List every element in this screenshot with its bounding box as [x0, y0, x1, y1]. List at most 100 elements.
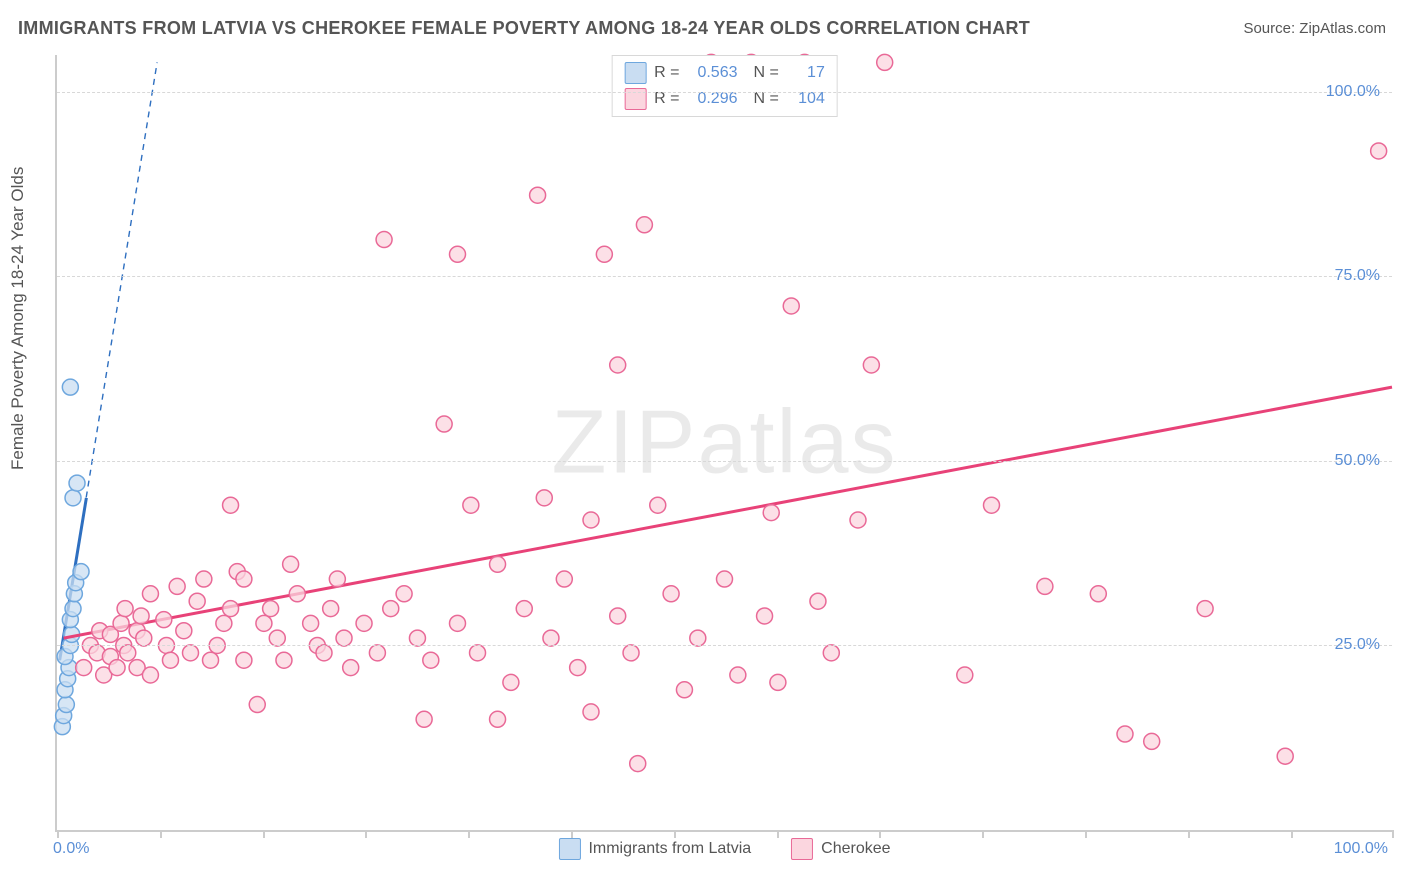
data-point [757, 608, 773, 624]
data-point [343, 660, 359, 676]
x-tick [263, 830, 265, 838]
data-point [176, 623, 192, 639]
data-point [610, 608, 626, 624]
plot-area: ZIPatlas R =0.563N =17R =0.296N =104 0.0… [55, 55, 1392, 832]
legend-correlation: R =0.563N =17R =0.296N =104 [611, 55, 838, 117]
data-point [62, 379, 78, 395]
data-point [223, 601, 239, 617]
data-point [1090, 586, 1106, 602]
y-axis-label: Female Poverty Among 18-24 Year Olds [8, 167, 28, 470]
data-point [650, 497, 666, 513]
data-point [196, 571, 212, 587]
x-axis-min-label: 0.0% [53, 840, 89, 858]
legend-label: Immigrants from Latvia [588, 840, 751, 858]
data-point [783, 298, 799, 314]
data-point [142, 586, 158, 602]
data-point [336, 630, 352, 646]
legend-r-value: 0.563 [688, 64, 738, 82]
data-point [303, 615, 319, 631]
data-point [156, 612, 172, 628]
data-point [763, 505, 779, 521]
x-tick [468, 830, 470, 838]
data-point [183, 645, 199, 661]
data-point [610, 357, 626, 373]
data-point [169, 578, 185, 594]
data-point [323, 601, 339, 617]
y-tick-label: 25.0% [1335, 636, 1380, 654]
data-point [850, 512, 866, 528]
legend-swatch [558, 838, 580, 860]
data-point [1277, 748, 1293, 764]
legend-item: Immigrants from Latvia [558, 838, 751, 860]
data-point [376, 232, 392, 248]
data-point [730, 667, 746, 683]
data-point [162, 652, 178, 668]
x-tick [674, 830, 676, 838]
data-point [409, 630, 425, 646]
data-point [136, 630, 152, 646]
chart-svg [57, 55, 1392, 830]
data-point [249, 697, 265, 713]
x-tick [1392, 830, 1394, 838]
data-point [1144, 733, 1160, 749]
data-point [690, 630, 706, 646]
data-point [623, 645, 639, 661]
data-point [133, 608, 149, 624]
data-point [283, 556, 299, 572]
legend-label: Cherokee [821, 840, 890, 858]
y-tick-label: 100.0% [1326, 83, 1380, 101]
data-point [436, 416, 452, 432]
data-point [543, 630, 559, 646]
gridline [57, 645, 1392, 646]
data-point [109, 660, 125, 676]
data-point [256, 615, 272, 631]
data-point [1037, 578, 1053, 594]
data-point [423, 652, 439, 668]
data-point [570, 660, 586, 676]
data-point [984, 497, 1000, 513]
data-point [556, 571, 572, 587]
data-point [770, 674, 786, 690]
data-point [65, 601, 81, 617]
data-point [356, 615, 372, 631]
data-point [463, 497, 479, 513]
x-axis-max-label: 100.0% [1334, 840, 1388, 858]
legend-n-label: N = [754, 64, 779, 82]
data-point [1117, 726, 1133, 742]
data-point [516, 601, 532, 617]
legend-row: R =0.296N =104 [624, 86, 825, 112]
legend-swatch [624, 62, 646, 84]
data-point [630, 756, 646, 772]
y-tick-label: 50.0% [1335, 452, 1380, 470]
data-point [470, 645, 486, 661]
gridline [57, 92, 1392, 93]
data-point [76, 660, 92, 676]
data-point [536, 490, 552, 506]
data-point [203, 652, 219, 668]
legend-item: Cherokee [791, 838, 890, 860]
x-tick [982, 830, 984, 838]
x-tick [57, 830, 59, 838]
data-point [369, 645, 385, 661]
x-tick [1188, 830, 1190, 838]
x-tick [1085, 830, 1087, 838]
data-point [289, 586, 305, 602]
data-point [877, 54, 893, 70]
data-point [596, 246, 612, 262]
data-point [1197, 601, 1213, 617]
data-point [490, 556, 506, 572]
data-point [73, 564, 89, 580]
legend-swatch [791, 838, 813, 860]
legend-series: Immigrants from Latvia Cherokee [558, 838, 890, 860]
data-point [636, 217, 652, 233]
data-point [236, 652, 252, 668]
x-tick [1291, 830, 1293, 838]
data-point [142, 667, 158, 683]
data-point [416, 711, 432, 727]
data-point [490, 711, 506, 727]
data-point [236, 571, 252, 587]
data-point [316, 645, 332, 661]
data-point [810, 593, 826, 609]
gridline [57, 276, 1392, 277]
data-point [216, 615, 232, 631]
